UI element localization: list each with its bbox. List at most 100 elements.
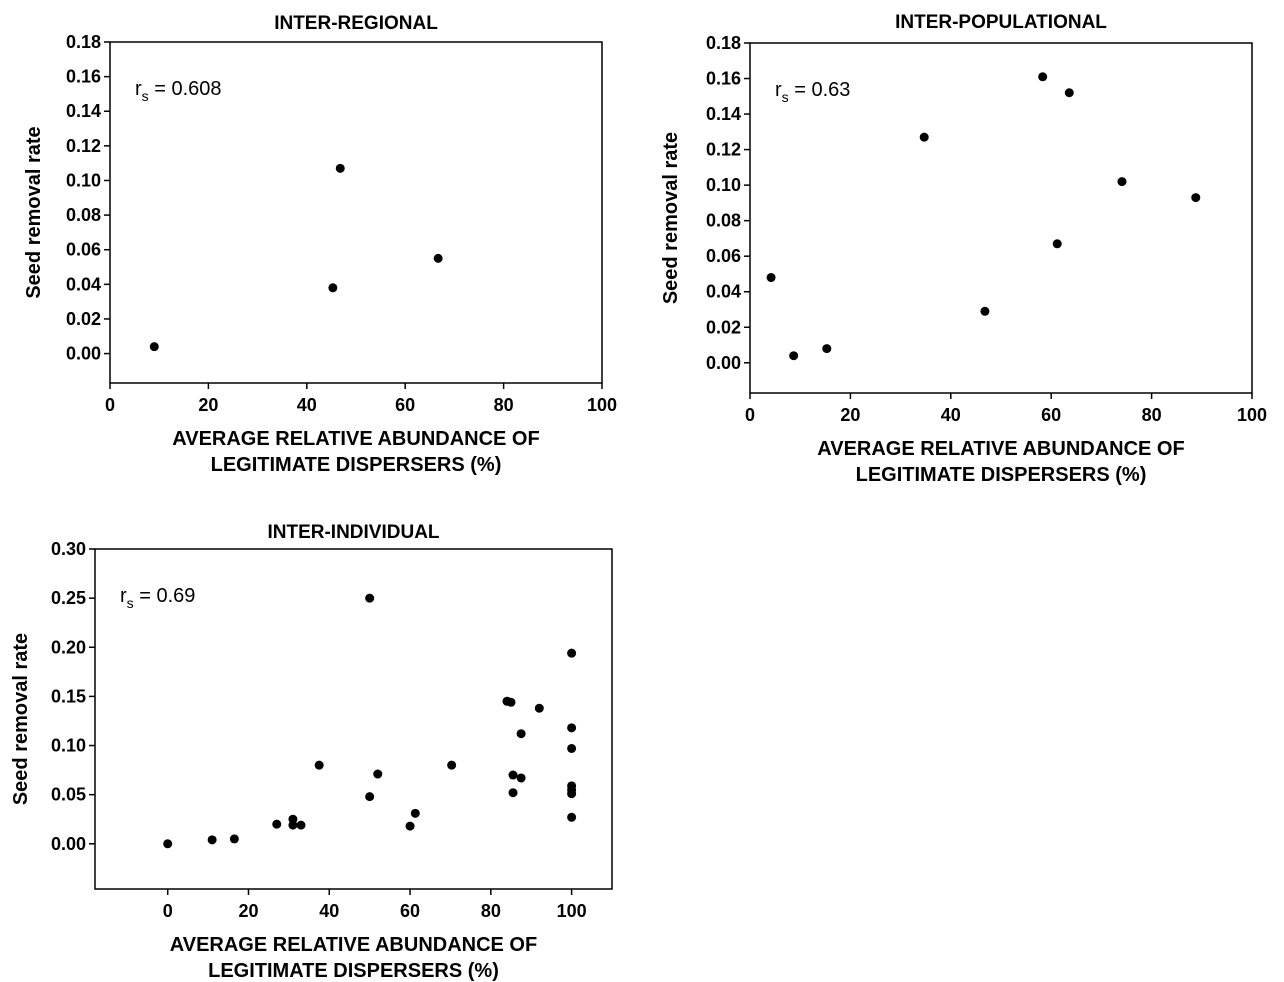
y-tick-label: 0.08: [66, 205, 101, 225]
y-tick-label: 0.00: [51, 834, 86, 854]
correlation-annotation: rs = 0.608: [135, 78, 222, 104]
data-point: [506, 697, 516, 707]
y-tick-label: 0.02: [706, 317, 741, 337]
y-tick-label: 0.04: [706, 282, 741, 302]
chart-title: INTER-INDIVIDUAL: [267, 522, 439, 543]
y-tick-label: 0.10: [706, 175, 741, 195]
x-axis-label: AVERAGE RELATIVE ABUNDANCE OF: [817, 438, 1184, 460]
y-tick-label: 0.16: [66, 67, 101, 87]
data-point: [1052, 239, 1062, 249]
x-tick-label: 20: [840, 405, 860, 425]
y-tick-label: 0.06: [66, 240, 101, 260]
data-point: [789, 351, 799, 361]
plot-frame: [749, 42, 1253, 394]
annotation-subscript: s: [782, 89, 789, 105]
y-tick-label: 0.10: [66, 170, 101, 190]
annotation-r: r: [775, 79, 782, 101]
data-point: [365, 593, 375, 603]
x-axis-label: AVERAGE RELATIVE ABUNDANCE OF: [170, 934, 537, 956]
data-point: [433, 253, 443, 263]
x-tick-label: 60: [400, 901, 420, 921]
annotation-value: = 0.608: [149, 78, 222, 100]
x-tick-label: 20: [198, 395, 218, 415]
x-tick-label: 0: [105, 395, 115, 415]
data-point: [163, 839, 173, 849]
annotation-subscript: s: [127, 595, 134, 611]
data-point: [508, 788, 518, 798]
chart-panel-2: INTER-POPULATIONAL 0.00 0.02 0.04 0.06 0.08 0.…: [660, 12, 1267, 486]
data-point: [567, 743, 577, 753]
data-point: [1191, 193, 1201, 203]
data-point: [314, 760, 324, 770]
plot-frame: [109, 41, 603, 384]
y-axis-label: Seed removal rate: [660, 132, 682, 304]
x-axis-label: LEGITIMATE DISPERSERS (%): [211, 454, 502, 476]
y-tick-label: 0.00: [706, 353, 741, 373]
y-tick-label: 0.30: [51, 539, 86, 559]
y-tick-label: 0.20: [51, 637, 86, 657]
annotation-value: = 0.69: [134, 585, 196, 607]
data-point: [296, 820, 306, 830]
x-tick-label: 40: [319, 901, 339, 921]
data-point: [207, 835, 217, 845]
y-tick-label: 0.16: [706, 69, 741, 89]
data-point: [1064, 88, 1074, 98]
x-tick-label: 60: [395, 395, 415, 415]
data-point: [410, 808, 420, 818]
y-tick-label: 0.08: [706, 211, 741, 231]
data-point: [328, 283, 338, 293]
y-tick-label: 0.15: [51, 686, 86, 706]
plot-frame: [94, 548, 613, 890]
data-point: [405, 821, 415, 831]
y-tick-label: 0.00: [66, 344, 101, 364]
data-point: [272, 819, 282, 829]
y-tick-label: 0.14: [706, 104, 741, 124]
data-point: [149, 342, 159, 352]
data-point: [766, 273, 776, 283]
data-point: [373, 769, 383, 779]
y-tick-label: 0.10: [51, 736, 86, 756]
chart-panel-3: INTER-INDIVIDUAL 0.00 0.05 0.10 0.15 0.20 0.25…: [10, 522, 613, 982]
x-tick-label: 0: [163, 901, 173, 921]
data-point: [335, 163, 345, 173]
x-tick-label: 100: [1237, 405, 1267, 425]
data-point: [822, 344, 832, 354]
y-tick-label: 0.06: [706, 246, 741, 266]
data-point: [516, 729, 526, 739]
data-point: [567, 812, 577, 822]
correlation-annotation: rs = 0.69: [120, 585, 195, 611]
data-point: [1117, 177, 1127, 187]
y-tick-label: 0.12: [706, 140, 741, 160]
y-tick-label: 0.18: [66, 32, 101, 52]
data-point: [534, 703, 544, 713]
y-tick-label: 0.18: [706, 33, 741, 53]
x-tick-label: 100: [557, 901, 587, 921]
x-tick-label: 60: [1041, 405, 1061, 425]
data-point: [567, 648, 577, 658]
data-point: [567, 723, 577, 733]
y-tick-label: 0.05: [51, 785, 86, 805]
x-axis-label: AVERAGE RELATIVE ABUNDANCE OF: [172, 428, 539, 450]
data-point: [229, 834, 239, 844]
x-axis-label: LEGITIMATE DISPERSERS (%): [856, 464, 1147, 486]
y-tick-label: 0.02: [66, 309, 101, 329]
annotation-subscript: s: [142, 88, 149, 104]
data-point: [365, 792, 375, 802]
x-tick-label: 0: [745, 405, 755, 425]
data-point: [567, 789, 577, 799]
y-tick-label: 0.12: [66, 136, 101, 156]
y-tick-label: 0.25: [51, 588, 86, 608]
annotation-value: = 0.63: [789, 79, 851, 101]
data-point: [980, 306, 990, 316]
chart-panel-1: INTER-REGIONAL 0.00 0.02 0.04 0.06 0.08 0.10 0.…: [23, 13, 617, 476]
annotation-r: r: [120, 585, 127, 607]
y-axis-label: Seed removal rate: [23, 126, 45, 298]
data-point: [516, 773, 526, 783]
data-point: [447, 760, 457, 770]
annotation-r: r: [135, 78, 142, 100]
x-tick-label: 40: [297, 395, 317, 415]
y-tick-label: 0.04: [66, 274, 101, 294]
data-point: [919, 132, 929, 142]
chart-title: INTER-REGIONAL: [274, 13, 438, 34]
